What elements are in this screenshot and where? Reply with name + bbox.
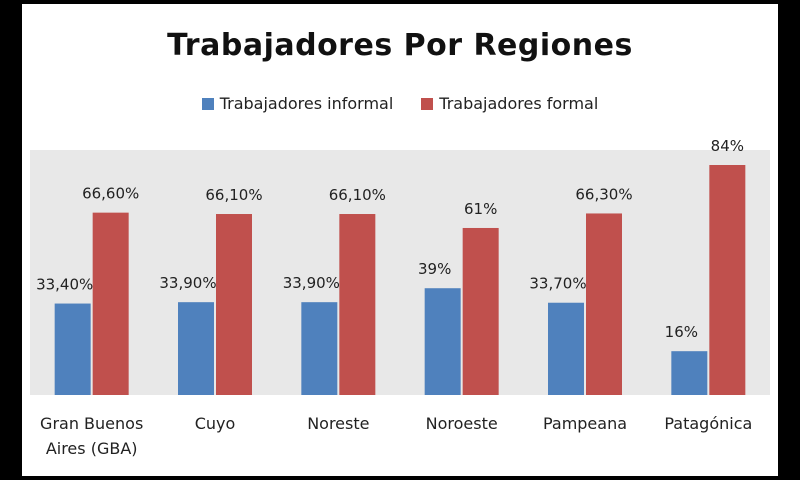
data-label-informal-4: 33,70% (529, 275, 586, 293)
bar-informal-1 (178, 302, 214, 395)
legend-swatch-formal (421, 97, 434, 110)
chart-frame: Trabajadores Por Regiones Trabajadores i… (22, 4, 778, 476)
data-label-formal-3: 61% (464, 200, 497, 218)
bar-plot: 33,40% 66,60% Gran Buenos Aires (GBA) 33,90%… (30, 137, 770, 458)
category-label-0-line-1: Aires (GBA) (46, 439, 138, 458)
bar-informal-3 (424, 288, 461, 395)
legend-item-informal: Trabajadores informal (201, 94, 394, 113)
bar-formal-1 (216, 214, 252, 395)
bar-informal-0 (54, 303, 91, 395)
bar-formal-0 (92, 212, 129, 395)
bar-formal-4 (586, 213, 622, 395)
data-label-informal-1: 33,90% (159, 274, 216, 292)
data-label-formal-4: 66,30% (575, 185, 632, 203)
category-label-5: Patagónica (664, 414, 752, 433)
legend-label-informal: Trabajadores informal (219, 94, 394, 113)
legend: Trabajadores informal Trabajadores forma… (22, 94, 778, 113)
category-label-1: Cuyo (195, 414, 236, 433)
category-label-4: Pampeana (543, 414, 627, 433)
legend-swatch-informal (201, 97, 214, 110)
data-label-informal-3: 39% (418, 260, 451, 278)
category-label-3: Noroeste (426, 414, 498, 433)
data-label-informal-0: 33,40% (36, 276, 93, 294)
data-label-informal-2: 33,90% (283, 274, 340, 292)
data-label-formal-5: 84% (711, 137, 744, 155)
bar-formal-5 (709, 165, 746, 395)
bar-informal-2 (301, 302, 338, 395)
bar-informal-4 (548, 302, 584, 395)
data-label-formal-1: 66,10% (205, 186, 262, 204)
bar-informal-5 (671, 351, 708, 395)
data-label-formal-0: 66,60% (82, 185, 139, 203)
plot-area (30, 150, 770, 395)
data-label-informal-5: 16% (665, 323, 698, 341)
legend-item-formal: Trabajadores formal (421, 94, 598, 113)
legend-label-formal: Trabajadores formal (439, 94, 599, 113)
bar-formal-3 (462, 227, 499, 395)
chart-title: Trabajadores Por Regiones (167, 28, 633, 63)
category-label-2: Noreste (307, 414, 369, 433)
data-label-formal-2: 66,10% (329, 186, 386, 204)
category-label-0-line-0: Gran Buenos (40, 414, 143, 433)
bar-formal-2 (339, 214, 376, 395)
